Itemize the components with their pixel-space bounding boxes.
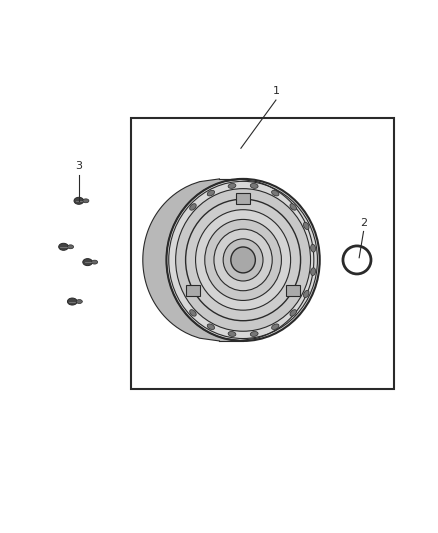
Ellipse shape bbox=[195, 209, 291, 310]
Bar bbox=[131, 118, 394, 389]
Polygon shape bbox=[237, 179, 320, 341]
Text: 1: 1 bbox=[272, 86, 279, 96]
Ellipse shape bbox=[223, 239, 263, 281]
Ellipse shape bbox=[83, 259, 92, 265]
Ellipse shape bbox=[205, 220, 281, 301]
Ellipse shape bbox=[304, 222, 309, 230]
Ellipse shape bbox=[272, 324, 279, 329]
Ellipse shape bbox=[74, 197, 84, 204]
Ellipse shape bbox=[214, 229, 272, 290]
Ellipse shape bbox=[250, 332, 258, 336]
Ellipse shape bbox=[59, 243, 68, 251]
Ellipse shape bbox=[92, 260, 98, 264]
FancyBboxPatch shape bbox=[286, 285, 300, 296]
Ellipse shape bbox=[311, 244, 315, 252]
FancyBboxPatch shape bbox=[236, 193, 250, 204]
Ellipse shape bbox=[272, 190, 279, 196]
Ellipse shape bbox=[311, 268, 315, 276]
Ellipse shape bbox=[304, 290, 309, 297]
Ellipse shape bbox=[207, 190, 215, 196]
Ellipse shape bbox=[290, 310, 297, 316]
Ellipse shape bbox=[67, 245, 74, 249]
Ellipse shape bbox=[190, 310, 196, 316]
Ellipse shape bbox=[231, 247, 255, 273]
Ellipse shape bbox=[228, 332, 236, 336]
Ellipse shape bbox=[228, 183, 236, 188]
FancyBboxPatch shape bbox=[186, 285, 200, 296]
Ellipse shape bbox=[76, 300, 82, 303]
Ellipse shape bbox=[250, 183, 258, 188]
Ellipse shape bbox=[290, 204, 297, 210]
Ellipse shape bbox=[207, 324, 215, 329]
Ellipse shape bbox=[186, 199, 300, 321]
Polygon shape bbox=[143, 179, 243, 341]
Ellipse shape bbox=[67, 298, 77, 305]
Ellipse shape bbox=[166, 179, 320, 341]
Ellipse shape bbox=[176, 189, 311, 331]
Text: 2: 2 bbox=[360, 217, 367, 228]
Ellipse shape bbox=[83, 199, 89, 203]
Text: 3: 3 bbox=[75, 161, 82, 171]
Ellipse shape bbox=[190, 204, 196, 210]
